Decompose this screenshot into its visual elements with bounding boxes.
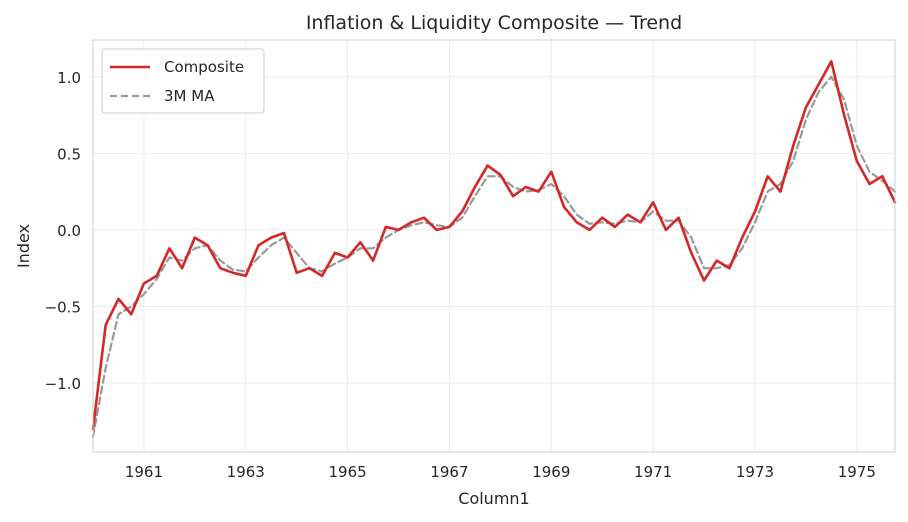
y-tick-label: −1.0	[45, 375, 81, 393]
x-tick-label: 1973	[736, 463, 774, 481]
y-axis-label: Index	[14, 224, 33, 268]
x-tick-label: 1967	[430, 463, 468, 481]
y-tick-label: 1.0	[57, 69, 81, 87]
legend-label-composite: Composite	[164, 58, 244, 76]
x-tick-label: 1969	[532, 463, 570, 481]
chart-title: Inflation & Liquidity Composite — Trend	[306, 12, 682, 34]
plot-frame	[92, 39, 896, 453]
y-tick-label: 0.5	[57, 145, 81, 163]
y-tick-label: 0.0	[57, 222, 81, 240]
x-axis-label: Column1	[458, 489, 529, 508]
series-line-composite	[91, 60, 897, 431]
series-line-3m-ma	[91, 75, 897, 438]
ticks: 1.0 0.5 0.0 −0.5 −1.0 1961 1963 1965 1967 1969 197…	[45, 69, 876, 481]
series-layer	[91, 60, 897, 438]
x-tick-label: 1961	[125, 463, 163, 481]
y-tick-label: −0.5	[45, 298, 81, 316]
x-tick-label: 1965	[329, 463, 367, 481]
x-tick-label: 1971	[634, 463, 672, 481]
x-tick-label: 1975	[838, 463, 876, 481]
x-tick-label: 1963	[227, 463, 265, 481]
legend-label-3m-ma: 3M MA	[164, 87, 215, 105]
legend: Composite 3M MA	[101, 48, 265, 114]
legend-box	[101, 48, 265, 114]
